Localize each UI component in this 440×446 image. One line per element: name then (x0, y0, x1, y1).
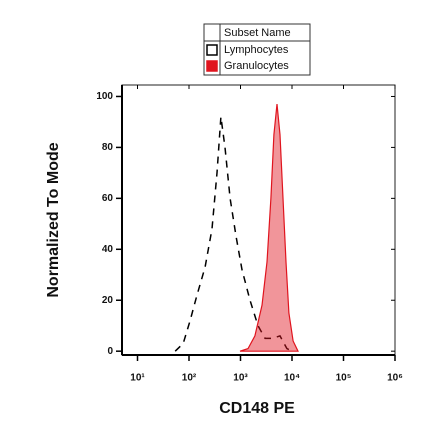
x-tick-label: 10² (182, 373, 197, 384)
legend-label: Lymphocytes (224, 44, 289, 56)
y-tick-label: 40 (102, 244, 114, 255)
legend-box (203, 23, 311, 76)
x-tick-label: 10¹ (130, 373, 145, 384)
plot-frame (121, 84, 396, 356)
y-tick-label: 0 (107, 346, 113, 357)
histogram-area (239, 104, 299, 352)
x-tick-label: 10⁶ (387, 373, 403, 384)
x-axis-title: CD148 PE (219, 400, 295, 417)
legend-label: Granulocytes (224, 60, 289, 72)
x-tick-label: 10⁵ (336, 373, 352, 384)
y-tick-label: 20 (102, 295, 114, 306)
y-tick-label: 100 (96, 91, 113, 102)
x-tick-label: 10³ (233, 373, 248, 384)
legend-title: Subset Name (224, 27, 291, 39)
x-tick-label: 10⁴ (284, 373, 300, 384)
y-tick-label: 60 (102, 193, 114, 204)
legend-swatch (206, 44, 218, 56)
y-tick-label: 80 (102, 142, 114, 153)
legend-swatch (206, 60, 218, 72)
y-axis-title: Normalized To Mode (45, 142, 62, 297)
